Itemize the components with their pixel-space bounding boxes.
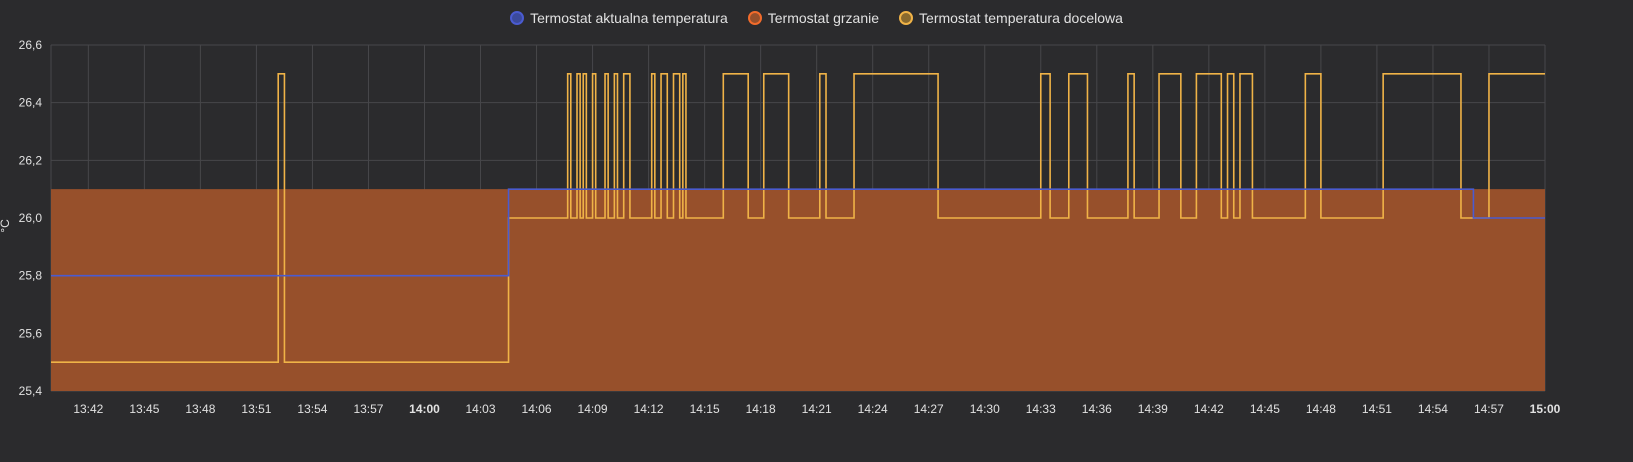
x-tick-label: 14:03: [466, 402, 496, 416]
x-tick-label: 14:36: [1082, 402, 1112, 416]
x-tick-label: 14:42: [1194, 402, 1224, 416]
x-axis: 13:42 13:45 13:48 13:51 13:54 13:57 14:00 14:03…: [73, 402, 1560, 416]
legend-swatch-heating: [747, 11, 762, 25]
x-tick-label: 14:48: [1306, 402, 1336, 416]
legend-swatch-actual-temperature: [510, 11, 525, 25]
legend-swatch-target-temperature: [899, 11, 914, 25]
x-tick-label: 14:51: [1362, 402, 1392, 416]
x-tick-label: 15:00: [1530, 402, 1561, 416]
x-tick-label: 14:15: [690, 402, 720, 416]
legend-label-actual-temperature: Termostat aktualna temperatura: [530, 10, 728, 26]
legend-label-heating: Termostat grzanie: [767, 10, 880, 26]
target-temperature-line: [51, 73, 1545, 363]
x-tick-label: 13:51: [241, 402, 271, 416]
x-tick-label: 14:30: [970, 402, 1000, 416]
x-tick-label: 14:39: [1138, 402, 1168, 416]
x-tick-label: 14:00: [409, 402, 440, 416]
chart-series: [51, 73, 1545, 391]
x-tick-label: 14:18: [746, 402, 776, 416]
legend-item-heating[interactable]: Termostat grzanie: [747, 10, 880, 26]
x-tick-label: 14:54: [1418, 402, 1448, 416]
y-tick-label: 26,4: [19, 96, 43, 110]
legend-item-actual-temperature[interactable]: Termostat aktualna temperatura: [510, 10, 728, 26]
y-tick-label: 25,4: [19, 384, 43, 398]
x-tick-label: 14:33: [1026, 402, 1056, 416]
y-tick-label: 25,6: [19, 326, 43, 340]
x-tick-label: 14:12: [634, 402, 664, 416]
x-tick-label: 13:45: [129, 402, 159, 416]
x-tick-label: 14:24: [858, 402, 888, 416]
x-tick-label: 14:45: [1250, 402, 1280, 416]
x-tick-label: 13:48: [185, 402, 215, 416]
legend-item-target-temperature[interactable]: Termostat temperatura docelowa: [899, 10, 1123, 26]
y-tick-label: 26,6: [19, 38, 43, 52]
actual-temperature-line: [51, 188, 1545, 277]
x-tick-label: 14:06: [522, 402, 552, 416]
y-axis: 25,4 25,6 25,8 26,0 26,2 26,4 26,6: [19, 38, 43, 398]
legend-label-target-temperature: Termostat temperatura docelowa: [919, 10, 1123, 26]
y-tick-label: 26,0: [19, 211, 43, 225]
x-tick-label: 14:21: [802, 402, 832, 416]
x-tick-label: 13:57: [353, 402, 383, 416]
x-tick-label: 14:27: [914, 402, 944, 416]
y-tick-label: 25,8: [19, 269, 43, 283]
x-tick-label: 14:57: [1474, 402, 1504, 416]
y-axis-unit: °C: [0, 219, 12, 233]
x-tick-label: 13:42: [73, 402, 103, 416]
y-tick-label: 26,2: [19, 153, 43, 167]
x-tick-label: 13:54: [297, 402, 327, 416]
x-tick-label: 14:09: [578, 402, 608, 416]
chart-legend: Termostat aktualna temperatura Termostat…: [0, 10, 1633, 26]
heating-area: [51, 189, 1545, 391]
